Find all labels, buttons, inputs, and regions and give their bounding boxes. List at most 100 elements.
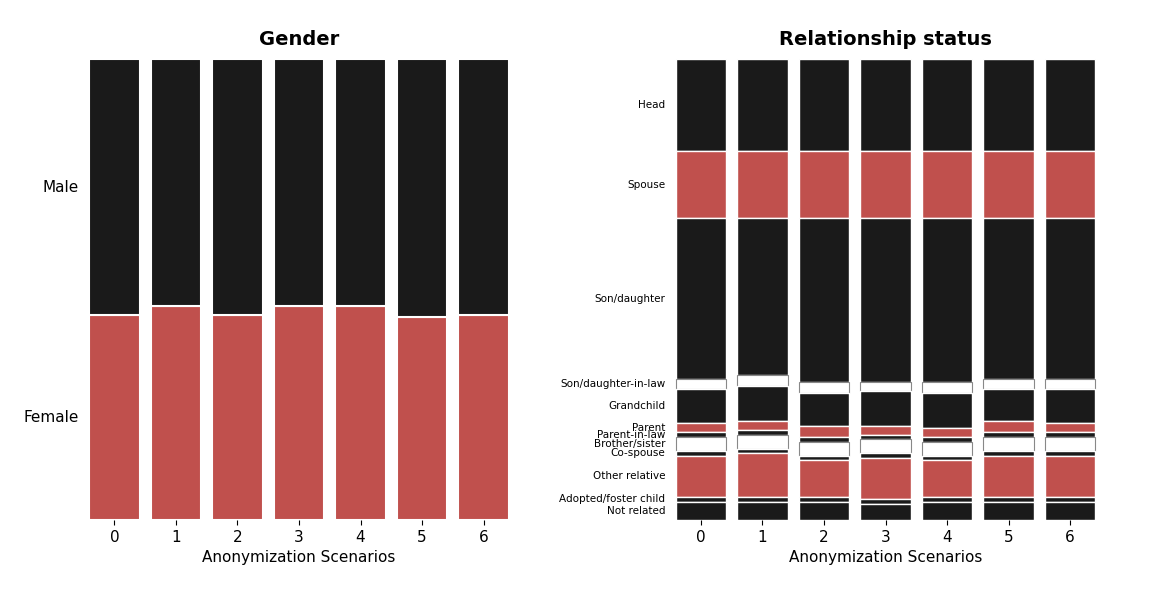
Text: Female: Female <box>23 410 78 425</box>
Bar <box>922 428 972 437</box>
Bar <box>860 382 911 391</box>
Bar <box>1045 502 1096 520</box>
Bar <box>983 433 1034 437</box>
Bar <box>737 59 788 151</box>
Bar <box>1045 497 1096 502</box>
Bar <box>983 151 1034 218</box>
Bar <box>737 218 788 375</box>
Bar <box>799 394 849 426</box>
Bar <box>799 460 849 497</box>
Bar <box>213 59 262 315</box>
Bar <box>860 440 911 453</box>
Bar <box>675 218 726 379</box>
Text: Grandchild: Grandchild <box>608 401 665 411</box>
Bar <box>860 453 911 458</box>
Text: Male: Male <box>43 180 78 194</box>
X-axis label: Anonymization Scenarios: Anonymization Scenarios <box>789 550 982 566</box>
Bar <box>675 433 726 437</box>
Bar <box>1045 59 1096 151</box>
Bar <box>922 394 972 428</box>
Bar <box>737 502 788 520</box>
Bar <box>922 441 972 456</box>
Bar <box>983 59 1034 151</box>
Bar <box>151 59 201 306</box>
Bar <box>1045 423 1096 433</box>
Bar <box>799 456 849 460</box>
Bar <box>1045 379 1096 389</box>
Text: Other relative: Other relative <box>592 471 665 481</box>
Bar <box>675 379 726 389</box>
Bar <box>983 421 1034 433</box>
Bar <box>983 389 1034 421</box>
Bar <box>213 315 262 520</box>
Bar <box>1045 151 1096 218</box>
Bar <box>274 306 324 520</box>
Bar <box>737 151 788 218</box>
Bar <box>459 315 509 520</box>
Bar <box>983 456 1034 497</box>
Bar <box>274 59 324 306</box>
Bar <box>89 315 139 520</box>
Title: Relationship status: Relationship status <box>779 30 992 49</box>
Bar <box>860 218 911 382</box>
Bar <box>675 451 726 456</box>
Title: Gender: Gender <box>259 30 339 49</box>
Bar <box>983 497 1034 502</box>
Bar <box>737 430 788 435</box>
Bar <box>922 456 972 460</box>
Bar <box>922 497 972 502</box>
Bar <box>737 435 788 449</box>
Bar <box>737 375 788 387</box>
Text: Son/daughter: Son/daughter <box>595 294 665 304</box>
Text: Brother/sister: Brother/sister <box>593 439 665 449</box>
Bar <box>922 382 972 394</box>
Bar <box>675 423 726 433</box>
Text: Adopted/foster child: Adopted/foster child <box>559 494 665 504</box>
Bar <box>922 437 972 441</box>
Bar <box>799 426 849 437</box>
Bar <box>983 502 1034 520</box>
Bar <box>1045 433 1096 437</box>
Text: Parent: Parent <box>631 423 665 433</box>
Text: Head: Head <box>638 100 665 110</box>
Bar <box>1045 456 1096 497</box>
Bar <box>737 387 788 421</box>
Bar <box>336 59 385 306</box>
Text: Spouse: Spouse <box>627 180 665 190</box>
Bar <box>675 151 726 218</box>
Bar <box>922 59 972 151</box>
Bar <box>737 449 788 453</box>
Bar <box>675 437 726 451</box>
Bar <box>675 497 726 502</box>
Bar <box>860 435 911 440</box>
Bar <box>922 151 972 218</box>
Bar <box>799 497 849 502</box>
Bar <box>1045 437 1096 451</box>
Bar <box>151 306 201 520</box>
Text: Co-spouse: Co-spouse <box>611 448 665 458</box>
X-axis label: Anonymization Scenarios: Anonymization Scenarios <box>202 550 396 566</box>
Bar <box>737 453 788 497</box>
Bar <box>799 437 849 441</box>
Bar <box>983 437 1034 451</box>
Bar <box>675 502 726 520</box>
Bar <box>799 59 849 151</box>
Bar <box>675 456 726 497</box>
Bar <box>983 218 1034 379</box>
Bar <box>1045 218 1096 379</box>
Bar <box>860 458 911 499</box>
Bar <box>397 317 447 520</box>
Bar <box>397 59 447 317</box>
Bar <box>799 382 849 394</box>
Bar <box>1045 451 1096 456</box>
Bar <box>737 421 788 430</box>
Bar <box>737 497 788 502</box>
Bar <box>922 460 972 497</box>
Bar <box>922 218 972 382</box>
Bar <box>799 502 849 520</box>
Bar <box>983 379 1034 389</box>
Bar <box>675 389 726 423</box>
Bar <box>860 504 911 520</box>
Bar <box>799 441 849 456</box>
Bar <box>89 59 139 315</box>
